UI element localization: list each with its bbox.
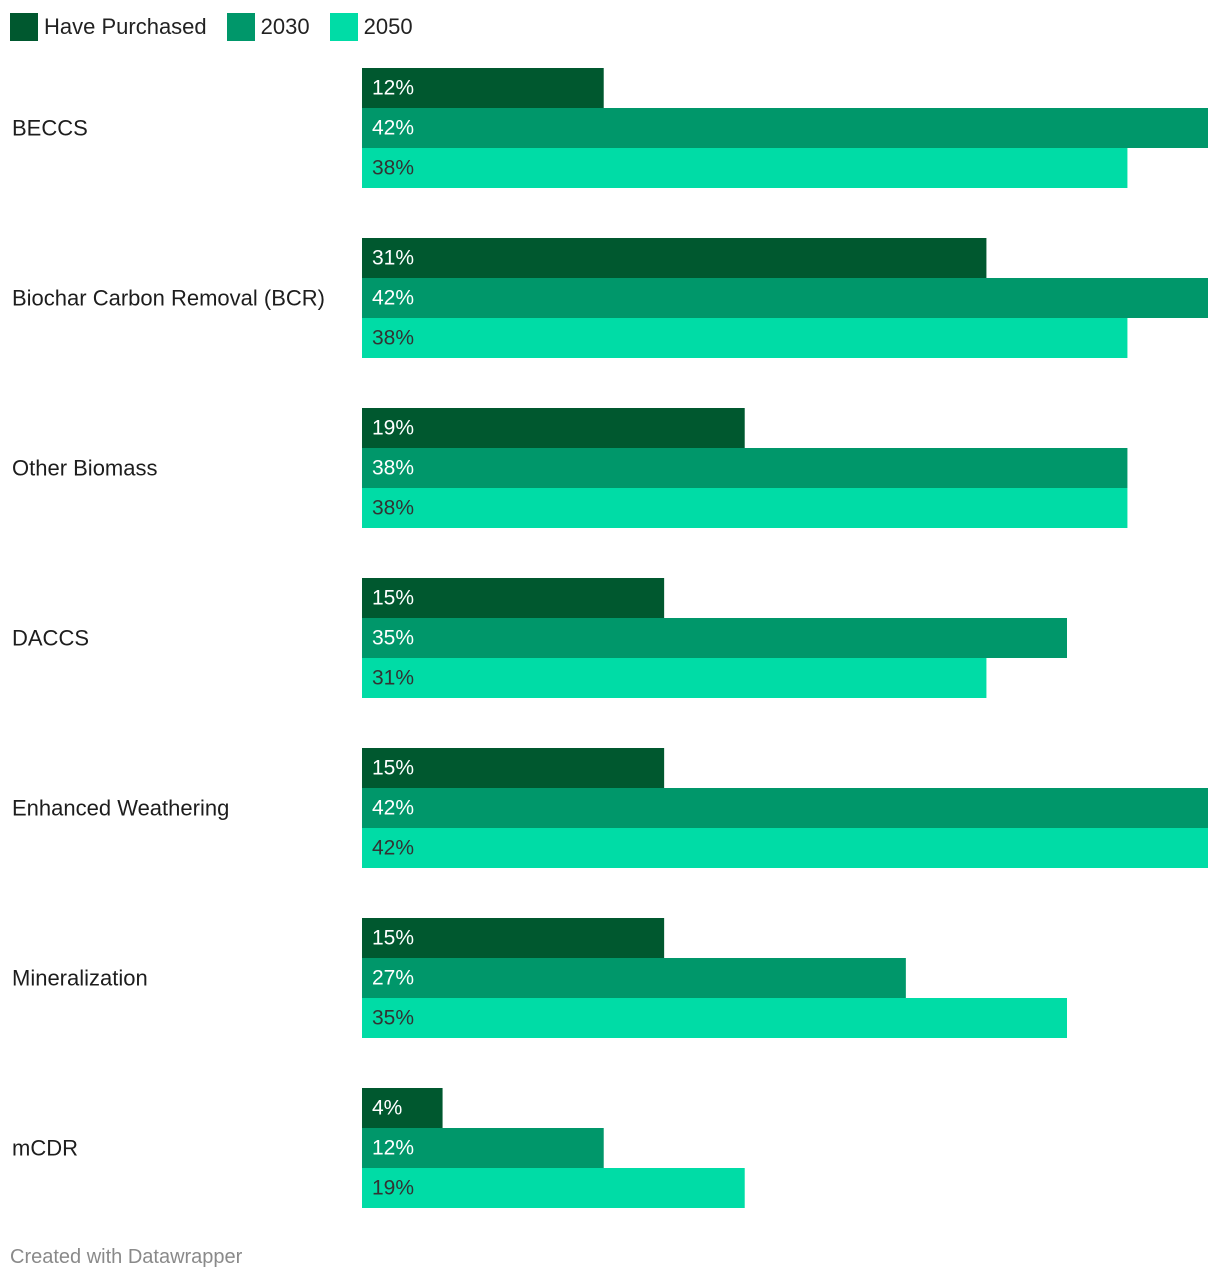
bar — [362, 828, 1208, 868]
value-label: 35% — [372, 627, 414, 650]
category-label: BECCS — [12, 116, 88, 141]
value-label: 12% — [372, 77, 414, 100]
bar — [362, 278, 1208, 318]
value-label: 38% — [372, 157, 414, 180]
value-label: 15% — [372, 587, 414, 610]
legend-label: 2030 — [260, 14, 310, 39]
bar — [362, 618, 1067, 658]
category-label: mCDR — [12, 1136, 78, 1161]
bar — [362, 748, 665, 788]
value-label: 27% — [372, 967, 414, 990]
value-label: 35% — [372, 1007, 414, 1030]
legend-item: 2050 — [329, 13, 413, 41]
bar — [362, 68, 604, 108]
value-label: 12% — [372, 1137, 414, 1160]
category-label: Enhanced Weathering — [12, 796, 229, 821]
value-label: 38% — [372, 327, 414, 350]
bar — [362, 658, 987, 698]
legend-label: 2050 — [363, 14, 413, 39]
value-label: 15% — [372, 927, 414, 950]
bar — [362, 318, 1128, 358]
value-label: 42% — [372, 287, 414, 310]
legend-swatch — [329, 13, 358, 41]
legend-swatch — [10, 13, 38, 41]
credit-footer: Created with Datawrapper — [10, 1246, 243, 1268]
bar — [362, 958, 906, 998]
category-label: Other Biomass — [12, 456, 158, 481]
bar — [362, 918, 665, 958]
value-label: 15% — [372, 757, 414, 780]
value-label: 19% — [372, 417, 414, 440]
bar — [362, 238, 987, 278]
value-label: 38% — [372, 497, 414, 520]
bar — [362, 408, 745, 448]
bar — [362, 148, 1128, 188]
legend-swatch — [226, 13, 255, 41]
legend-item: 2030 — [226, 13, 310, 41]
bar — [362, 998, 1067, 1038]
legend: Have Purchased 2030 2050 — [10, 12, 433, 42]
value-label: 4% — [372, 1097, 402, 1120]
value-label: 31% — [372, 667, 414, 690]
value-label: 31% — [372, 247, 414, 270]
value-label: 42% — [372, 117, 414, 140]
category-label: DACCS — [12, 626, 89, 651]
bar — [362, 448, 1128, 488]
bar — [362, 1168, 745, 1208]
bar — [362, 488, 1128, 528]
value-label: 19% — [372, 1177, 414, 1200]
legend-item: Have Purchased — [10, 13, 207, 41]
value-label: 42% — [372, 837, 414, 860]
value-label: 42% — [372, 797, 414, 820]
category-label: Mineralization — [12, 966, 148, 991]
bar — [362, 788, 1208, 828]
category-label: Biochar Carbon Removal (BCR) — [12, 286, 325, 311]
bar — [362, 578, 665, 618]
value-label: 38% — [372, 457, 414, 480]
legend-label: Have Purchased — [44, 14, 207, 39]
bar — [362, 1088, 443, 1128]
bar — [362, 108, 1208, 148]
bar — [362, 1128, 604, 1168]
bar-chart: BECCS 12% 42% 38% Biochar Carbon Removal (BC… — [12, 68, 1208, 1208]
